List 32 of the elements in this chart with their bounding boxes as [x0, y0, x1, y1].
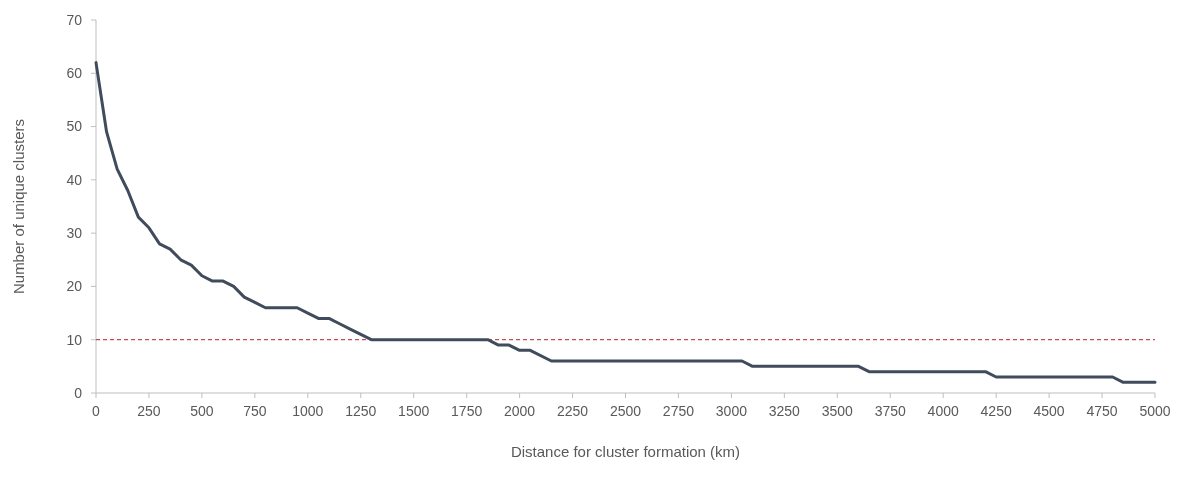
y-tick-label: 10: [66, 331, 83, 348]
y-tick-label: 0: [74, 384, 83, 401]
x-tick-label: 1750: [451, 403, 483, 419]
x-tick-label: 4000: [927, 403, 959, 419]
x-tick-label: 750: [243, 403, 267, 419]
x-tick-label: 1250: [345, 403, 377, 419]
x-axis-title: Distance for cluster formation (km): [510, 443, 741, 460]
x-tick-label: 4750: [1086, 403, 1118, 419]
x-tick-label: 0: [92, 403, 101, 419]
x-tick-label: 2250: [556, 403, 589, 419]
y-tick-label: 30: [66, 225, 83, 242]
y-tick-label: 20: [66, 278, 83, 295]
x-tick-label: 5000: [1139, 403, 1171, 419]
x-tick-label: 3750: [874, 403, 907, 419]
x-tick-label: 3250: [768, 403, 801, 419]
x-tick-label: 1500: [398, 403, 430, 419]
x-tick-label: 4250: [980, 403, 1012, 419]
x-tick-label: 2750: [662, 403, 695, 419]
x-tick-label: 250: [137, 403, 161, 419]
x-tick-label: 3500: [821, 403, 854, 419]
x-tick-label: 500: [190, 403, 214, 419]
x-tick-label: 2500: [609, 403, 642, 419]
y-tick-label: 60: [66, 65, 83, 82]
y-axis-title: Number of unique clusters: [10, 118, 27, 295]
y-tick-label: 70: [66, 11, 83, 28]
line-series: [94, 61, 1157, 384]
y-tick-label: 50: [66, 118, 83, 135]
y-tick-label: 40: [66, 171, 83, 188]
x-tick-label: 1000: [292, 403, 324, 419]
x-tick-label: 4500: [1033, 403, 1065, 419]
x-tick-label: 3000: [715, 403, 748, 419]
x-tick-label: 2000: [504, 403, 536, 419]
